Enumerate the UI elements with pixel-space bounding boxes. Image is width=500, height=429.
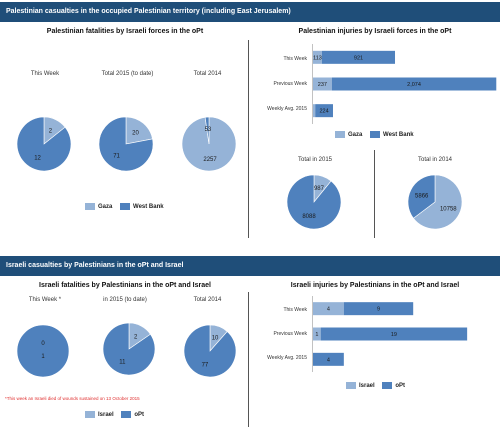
bar-value-label: 237 bbox=[318, 82, 327, 88]
pie-chart: 987 8088 bbox=[286, 174, 342, 230]
legend-swatch-west-bank bbox=[120, 203, 131, 210]
bar-value-label: 2,074 bbox=[407, 82, 421, 88]
bar-value-label: 224 bbox=[320, 109, 329, 115]
pie-value-label: 2257 bbox=[203, 157, 217, 163]
pie-chart: 10 77 bbox=[183, 324, 237, 378]
pie-value-label: 5866 bbox=[415, 193, 429, 199]
bar bbox=[315, 104, 333, 118]
bar bbox=[313, 327, 321, 341]
bar bbox=[313, 352, 344, 366]
bar-value-label: 9 bbox=[377, 307, 380, 313]
bar-category: Weekly Avg. 2015 bbox=[267, 355, 307, 361]
legend-pal-injuries: Gaza West Bank bbox=[335, 131, 414, 138]
pie-label-this-week: This Week bbox=[30, 71, 60, 77]
legend-swatch-israel bbox=[346, 382, 356, 389]
pie-slice bbox=[407, 174, 436, 219]
bar bbox=[331, 77, 497, 91]
panel-title-pal-injuries: Palestinian injuries by Israeli forces i… bbox=[298, 28, 452, 35]
legend-isr-fatalities: Israel oPt bbox=[85, 411, 144, 418]
pie-slice bbox=[286, 174, 342, 230]
pie-label-total-2015: Total 2015 (to date) bbox=[101, 71, 154, 77]
pie-value-label: 2 bbox=[49, 129, 53, 135]
pie-slice bbox=[183, 324, 237, 378]
bar-value-label: 1 bbox=[315, 332, 318, 338]
legend-swatch-israel bbox=[85, 411, 95, 418]
pie-value-label: 20 bbox=[132, 131, 139, 137]
pie-value-label: 11 bbox=[119, 360, 126, 366]
pie-slice bbox=[16, 116, 72, 172]
pie-value-label: 8088 bbox=[302, 214, 316, 220]
bar-value-label: 19 bbox=[391, 332, 397, 338]
pie-value-label: 1 bbox=[41, 354, 45, 360]
panel-title-pal-fatalities: Palestinian fatalities by Israeli forces… bbox=[46, 28, 204, 35]
bar bbox=[313, 104, 316, 118]
legend-swatch-gaza bbox=[335, 131, 345, 138]
pie-slice bbox=[413, 174, 463, 230]
bar-chart: 113 921 237 2,074 224 bbox=[312, 44, 497, 124]
legend-swatch-west-bank bbox=[370, 131, 381, 138]
pie-value-label: 0 bbox=[41, 341, 45, 347]
bar-category: Weekly Avg. 2015 bbox=[267, 106, 307, 112]
panel-divider bbox=[248, 292, 249, 427]
pie-label-in-2015: in 2015 (to date) bbox=[103, 297, 147, 303]
bar bbox=[313, 77, 332, 91]
pie-value-label: 53 bbox=[205, 127, 212, 133]
pie-chart: 2257 53 bbox=[181, 116, 237, 172]
bar-value-label: 4 bbox=[327, 307, 330, 313]
pie-label-total-in-2015: Total in 2015 bbox=[297, 157, 333, 163]
bar bbox=[343, 302, 414, 316]
bar-value-label: 921 bbox=[354, 55, 363, 61]
bar bbox=[313, 302, 344, 316]
bar bbox=[320, 327, 468, 341]
bar bbox=[321, 50, 396, 64]
pie-chart: 01 bbox=[16, 324, 70, 378]
legend-pal-fatalities: Gaza West Bank bbox=[85, 203, 164, 210]
legend-swatch-opt bbox=[121, 411, 132, 418]
pie-value-label: 10 bbox=[212, 336, 219, 342]
panel-title-isr-fatalities: Israeli fatalities by Palestinians in th… bbox=[39, 282, 211, 289]
bar-value-label: 4 bbox=[327, 357, 330, 363]
section-banner-israeli: Israeli casualties by Palestinians in th… bbox=[0, 256, 500, 276]
pie-chart: 2 11 bbox=[102, 322, 156, 376]
pie-value-label: 71 bbox=[113, 153, 120, 159]
pie-label-total-2014: Total 2014 bbox=[193, 71, 222, 77]
pie-value-label: 10758 bbox=[440, 207, 457, 213]
pie-slice bbox=[204, 116, 210, 145]
pie-label-total-2014: Total 2014 bbox=[193, 297, 222, 303]
bar-category: This Week bbox=[283, 307, 307, 313]
pie-chart: 10758 5866 bbox=[407, 174, 463, 230]
bar-chart: 4911904 bbox=[312, 296, 468, 372]
pie-label-total-in-2014: Total in 2014 bbox=[417, 157, 453, 163]
bar-category: Previous Week bbox=[273, 331, 307, 337]
legend-swatch-gaza bbox=[85, 203, 95, 210]
legend-isr-injuries: Israel oPt bbox=[346, 382, 405, 389]
footnote: *This week an Israeli died of wounds sus… bbox=[5, 396, 140, 401]
panel-divider bbox=[248, 40, 249, 238]
pie-slice bbox=[16, 324, 70, 378]
bar-category: Previous Week bbox=[273, 81, 307, 87]
pie-slice bbox=[98, 116, 154, 172]
legend-swatch-opt bbox=[382, 382, 393, 389]
section-banner-palestinian: Palestinian casualties in the occupied P… bbox=[0, 2, 500, 22]
panel-divider-small bbox=[374, 150, 375, 238]
pie-slice bbox=[125, 116, 153, 145]
panel-title-isr-injuries: Israeli injuries by Palestinians in the … bbox=[290, 282, 460, 289]
pie-value-label: 77 bbox=[202, 362, 209, 368]
bar-category: This Week bbox=[283, 56, 307, 62]
bar bbox=[313, 50, 322, 64]
pie-value-label: 12 bbox=[34, 155, 41, 161]
pie-value-label: 987 bbox=[314, 186, 325, 192]
pie-chart: 2 12 bbox=[16, 116, 72, 172]
pie-value-label: 2 bbox=[134, 334, 138, 340]
pie-label-this-week: This Week * bbox=[28, 297, 62, 303]
pie-slice bbox=[102, 322, 156, 376]
bar-value-label: 113 bbox=[313, 55, 322, 61]
